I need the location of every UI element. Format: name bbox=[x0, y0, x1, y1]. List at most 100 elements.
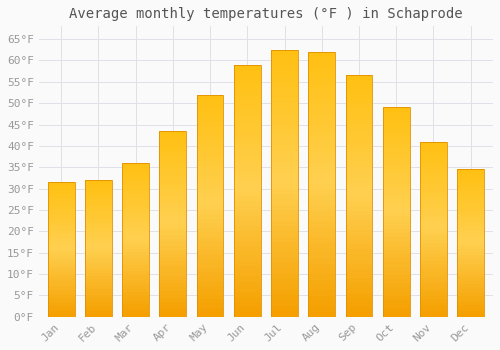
Bar bbox=[383, 191, 409, 195]
Bar bbox=[271, 205, 298, 210]
Bar bbox=[346, 158, 372, 162]
Bar bbox=[196, 286, 224, 290]
Bar bbox=[458, 223, 484, 225]
Bar bbox=[308, 100, 335, 105]
Bar bbox=[85, 303, 112, 306]
Bar bbox=[420, 271, 447, 275]
Bar bbox=[346, 85, 372, 90]
Bar bbox=[271, 247, 298, 253]
Bar bbox=[196, 108, 224, 112]
Bar bbox=[383, 233, 409, 237]
Bar bbox=[48, 276, 74, 279]
Bar bbox=[160, 280, 186, 284]
Bar bbox=[122, 200, 149, 203]
Bar bbox=[308, 158, 335, 163]
Bar bbox=[48, 252, 74, 255]
Bar bbox=[196, 281, 224, 286]
Bar bbox=[458, 285, 484, 287]
Bar bbox=[234, 221, 260, 226]
Bar bbox=[122, 252, 149, 255]
Bar bbox=[160, 176, 186, 179]
Bar bbox=[196, 170, 224, 175]
Bar bbox=[160, 187, 186, 190]
Bar bbox=[234, 201, 260, 206]
Bar bbox=[383, 287, 409, 292]
Bar bbox=[458, 190, 484, 193]
Bar bbox=[48, 290, 74, 293]
Bar bbox=[271, 253, 298, 258]
Bar bbox=[160, 131, 186, 317]
Bar bbox=[85, 251, 112, 254]
Bar bbox=[122, 243, 149, 246]
Bar bbox=[271, 66, 298, 71]
Bar bbox=[122, 184, 149, 188]
Bar bbox=[196, 219, 224, 224]
Bar bbox=[271, 285, 298, 290]
Bar bbox=[308, 131, 335, 137]
Bar bbox=[383, 133, 409, 137]
Bar bbox=[458, 308, 484, 311]
Bar bbox=[160, 220, 186, 224]
Bar bbox=[383, 107, 409, 112]
Bar bbox=[308, 243, 335, 248]
Bar bbox=[122, 203, 149, 206]
Bar bbox=[234, 65, 260, 317]
Bar bbox=[160, 309, 186, 313]
Bar bbox=[271, 119, 298, 125]
Bar bbox=[122, 240, 149, 243]
Bar bbox=[196, 295, 224, 299]
Bar bbox=[234, 196, 260, 201]
Bar bbox=[160, 257, 186, 261]
Bar bbox=[160, 306, 186, 309]
Bar bbox=[160, 164, 186, 168]
Bar bbox=[308, 290, 335, 296]
Bar bbox=[271, 173, 298, 178]
Bar bbox=[383, 145, 409, 149]
Bar bbox=[234, 80, 260, 85]
Bar bbox=[458, 252, 484, 255]
Bar bbox=[85, 196, 112, 199]
Bar bbox=[160, 276, 186, 280]
Bar bbox=[271, 50, 298, 317]
Bar bbox=[346, 239, 372, 244]
Bar bbox=[271, 220, 298, 226]
Bar bbox=[48, 247, 74, 250]
Bar bbox=[420, 219, 447, 222]
Bar bbox=[48, 198, 74, 201]
Bar bbox=[271, 183, 298, 189]
Bar bbox=[271, 98, 298, 103]
Bar bbox=[85, 180, 112, 317]
Bar bbox=[383, 166, 409, 170]
Bar bbox=[383, 174, 409, 179]
Bar bbox=[420, 212, 447, 215]
Bar bbox=[420, 159, 447, 163]
Bar bbox=[48, 312, 74, 314]
Bar bbox=[308, 301, 335, 306]
Bar bbox=[48, 244, 74, 247]
Bar bbox=[85, 270, 112, 273]
Bar bbox=[234, 70, 260, 75]
Bar bbox=[383, 254, 409, 258]
Bar bbox=[48, 314, 74, 317]
Bar bbox=[196, 259, 224, 264]
Bar bbox=[420, 156, 447, 159]
Bar bbox=[196, 130, 224, 135]
Bar bbox=[383, 313, 409, 317]
Bar bbox=[420, 268, 447, 271]
Bar bbox=[234, 266, 260, 272]
Bar bbox=[346, 162, 372, 167]
Bar bbox=[420, 299, 447, 303]
Bar bbox=[160, 194, 186, 198]
Bar bbox=[308, 174, 335, 179]
Bar bbox=[420, 243, 447, 247]
Bar bbox=[122, 224, 149, 228]
Bar bbox=[346, 143, 372, 148]
Bar bbox=[308, 52, 335, 57]
Bar bbox=[122, 163, 149, 317]
Bar bbox=[346, 90, 372, 95]
Bar bbox=[160, 190, 186, 194]
Bar bbox=[85, 226, 112, 229]
Bar bbox=[458, 169, 484, 317]
Bar bbox=[196, 144, 224, 148]
Bar bbox=[308, 153, 335, 158]
